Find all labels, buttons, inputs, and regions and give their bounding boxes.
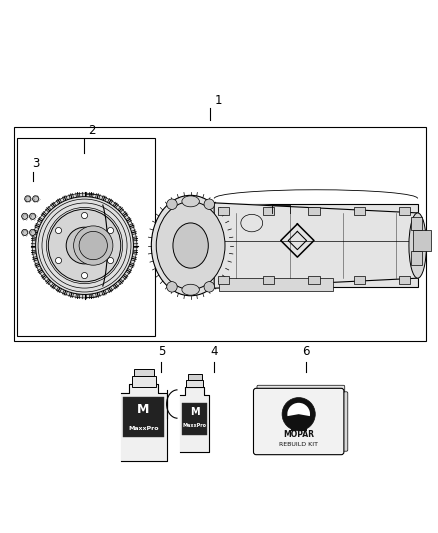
Polygon shape (214, 203, 418, 288)
Circle shape (66, 227, 103, 264)
Circle shape (79, 231, 107, 260)
Text: MaxxPro: MaxxPro (183, 423, 207, 429)
Bar (263, 207, 274, 215)
Circle shape (107, 257, 113, 264)
Circle shape (21, 229, 28, 236)
Bar (413, 230, 431, 252)
Bar (17, 138, 155, 336)
FancyBboxPatch shape (257, 385, 345, 392)
Bar (186, 379, 203, 387)
Bar (218, 276, 229, 284)
Bar (308, 207, 320, 215)
Circle shape (81, 272, 88, 279)
Circle shape (167, 199, 177, 209)
Circle shape (107, 228, 113, 233)
Bar (218, 207, 229, 215)
Bar (187, 374, 201, 379)
Text: 6: 6 (303, 345, 310, 358)
Text: M: M (190, 407, 199, 417)
Circle shape (56, 257, 62, 264)
Bar (219, 278, 333, 291)
Bar (301, 421, 307, 431)
Bar (353, 276, 365, 284)
Ellipse shape (156, 201, 225, 289)
Circle shape (77, 238, 92, 253)
Bar (399, 207, 410, 215)
Ellipse shape (182, 284, 199, 295)
Text: MOPAR: MOPAR (283, 431, 314, 439)
Circle shape (74, 226, 113, 265)
Circle shape (48, 209, 121, 282)
Bar (263, 276, 274, 284)
Wedge shape (287, 403, 310, 416)
Circle shape (204, 199, 215, 209)
Ellipse shape (151, 195, 230, 296)
FancyBboxPatch shape (340, 392, 348, 451)
Circle shape (167, 281, 177, 292)
Ellipse shape (173, 223, 208, 268)
Bar (210, 204, 418, 287)
Bar (134, 369, 153, 376)
Ellipse shape (409, 213, 426, 278)
Circle shape (35, 197, 134, 294)
Circle shape (25, 196, 31, 202)
Circle shape (282, 398, 315, 431)
Ellipse shape (182, 196, 199, 207)
Circle shape (29, 229, 35, 236)
Bar (411, 216, 422, 230)
Text: MaxxPro: MaxxPro (128, 426, 159, 431)
Bar (182, 403, 207, 435)
Bar (399, 276, 410, 284)
Bar (308, 276, 320, 284)
Circle shape (56, 228, 62, 233)
Circle shape (21, 213, 28, 220)
Polygon shape (180, 386, 209, 452)
Bar (14, 127, 426, 341)
Text: 4: 4 (210, 345, 218, 358)
Bar (353, 207, 365, 215)
Text: REBUILD KIT: REBUILD KIT (279, 442, 318, 447)
Text: 3: 3 (32, 157, 40, 171)
Circle shape (81, 213, 88, 219)
Text: 5: 5 (158, 345, 165, 358)
Circle shape (204, 281, 215, 292)
Circle shape (32, 193, 137, 298)
Bar (291, 421, 296, 431)
Circle shape (29, 213, 35, 220)
Text: 1: 1 (215, 94, 222, 107)
Circle shape (32, 196, 39, 202)
Text: 2: 2 (88, 124, 95, 137)
Bar (411, 252, 422, 264)
Bar (132, 376, 155, 386)
FancyBboxPatch shape (254, 389, 344, 455)
Bar (123, 398, 164, 437)
Polygon shape (121, 384, 166, 461)
Text: M: M (137, 403, 150, 416)
